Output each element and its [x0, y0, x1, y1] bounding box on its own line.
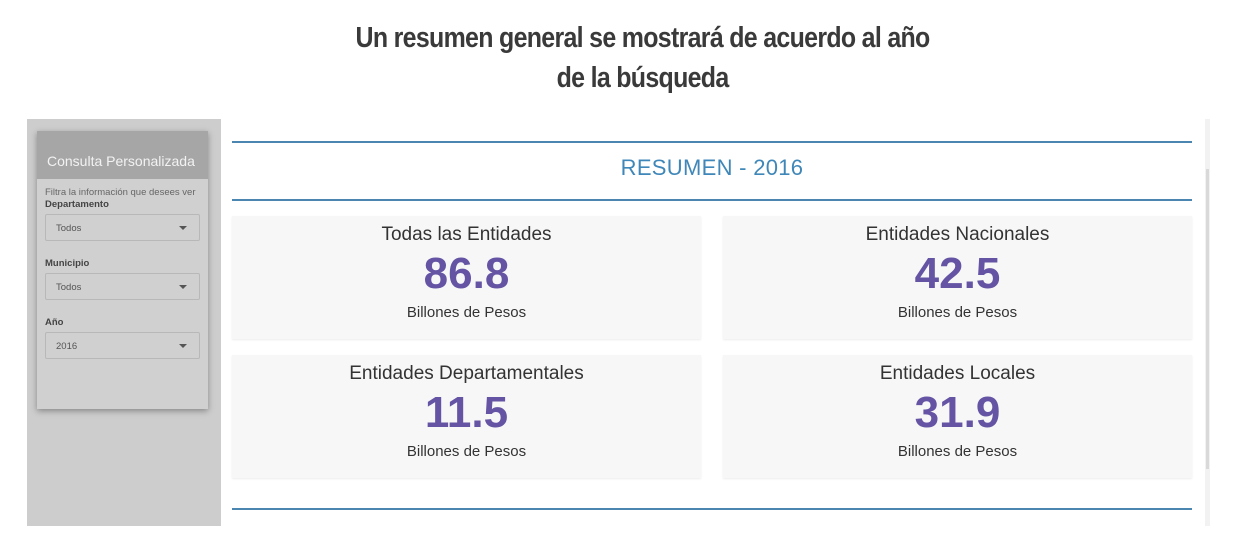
section-rule-bottom	[232, 508, 1192, 510]
caption: Un resumen general se mostrará de acuerd…	[90, 18, 1195, 98]
ano-label: Año	[45, 317, 64, 328]
departamento-select[interactable]: Todos	[45, 214, 200, 241]
card-entidades-locales: Entidades Locales 31.9 Billones de Pesos	[723, 355, 1192, 478]
ano-value: 2016	[56, 341, 78, 352]
card-title: Entidades Nacionales	[865, 224, 1050, 245]
chevron-down-icon	[179, 344, 187, 348]
card-unit: Billones de Pesos	[897, 443, 1018, 460]
municipio-select[interactable]: Todos	[45, 273, 200, 300]
card-unit: Billones de Pesos	[406, 304, 527, 321]
card-value: 42.5	[914, 249, 1001, 298]
card-todas-entidades: Todas las Entidades 86.8 Billones de Pes…	[232, 216, 701, 339]
summary-title: RESUMEN - 2016	[620, 155, 804, 180]
ano-select[interactable]: 2016	[45, 332, 200, 359]
card-value: 86.8	[423, 249, 510, 298]
panel-title: Consulta Personalizada	[37, 131, 208, 179]
summary-main: RESUMEN - 2016 Todas las Entidades 86.8 …	[232, 119, 1192, 526]
scrollbar[interactable]	[1205, 119, 1210, 526]
card-title: Entidades Locales	[879, 363, 1036, 384]
card-entidades-nacionales: Entidades Nacionales 42.5 Billones de Pe…	[723, 216, 1192, 339]
card-entidades-departamentales: Entidades Departamentales 11.5 Billones …	[232, 355, 701, 478]
card-title: Todas las Entidades	[381, 224, 552, 245]
card-title: Entidades Departamentales	[349, 363, 584, 384]
municipio-label: Municipio	[45, 258, 90, 269]
filter-panel: Consulta Personalizada Filtra la informa…	[37, 131, 208, 409]
card-unit: Billones de Pesos	[406, 443, 527, 460]
chevron-down-icon	[179, 226, 187, 230]
panel-help-text: Filtra la información que desees ver	[45, 187, 196, 198]
departamento-value: Todos	[56, 223, 82, 234]
title-rule-top	[232, 141, 1192, 143]
caption-line-2: de la búsqueda	[556, 62, 730, 94]
card-unit: Billones de Pesos	[897, 304, 1018, 321]
chevron-down-icon	[179, 285, 187, 289]
scrollbar-thumb[interactable]	[1206, 169, 1209, 469]
sidebar: Consulta Personalizada Filtra la informa…	[27, 119, 221, 526]
title-rule-bottom	[232, 199, 1192, 201]
municipio-value: Todos	[56, 282, 82, 293]
card-value: 11.5	[424, 388, 509, 437]
card-value: 31.9	[914, 388, 1001, 437]
departamento-label: Departamento	[45, 199, 109, 210]
caption-line-1: Un resumen general se mostrará de acuerd…	[355, 22, 931, 54]
